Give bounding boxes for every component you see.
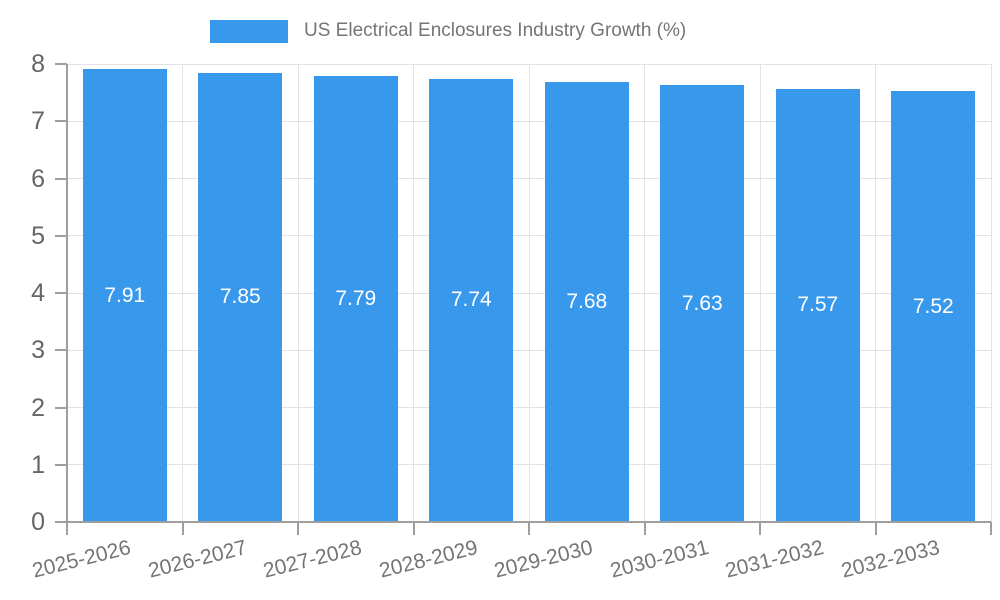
y-tick-label: 8 xyxy=(31,50,45,78)
y-tick xyxy=(55,177,67,180)
y-tick-label: 5 xyxy=(31,221,45,250)
bar[interactable] xyxy=(544,82,629,522)
bar[interactable] xyxy=(198,72,283,522)
bar-value-label: 7.85 xyxy=(219,285,261,309)
y-tick xyxy=(55,463,67,466)
y-tick xyxy=(55,406,67,409)
y-tick-label: 2 xyxy=(31,393,45,422)
y-tick xyxy=(55,521,67,523)
y-tick-label: 7 xyxy=(31,107,45,136)
x-tick xyxy=(181,522,184,535)
gridline-v xyxy=(528,64,530,522)
bar[interactable] xyxy=(775,88,860,522)
legend-swatch xyxy=(210,19,288,43)
x-category-label: 2026-2027 xyxy=(145,536,249,583)
x-category-label: 2031-2032 xyxy=(723,536,827,583)
bar-value-label: 7.79 xyxy=(335,287,377,310)
gridline-v xyxy=(759,64,761,522)
y-tick xyxy=(55,120,67,123)
y-tick-label: 6 xyxy=(31,164,45,193)
x-tick xyxy=(297,522,299,535)
x-category-label: 2027-2028 xyxy=(261,536,365,583)
x-category-label: 2025-2026 xyxy=(30,536,134,583)
bar-value-label: 7.57 xyxy=(797,293,839,317)
bar-value-label: 7.74 xyxy=(450,288,492,312)
legend-label: US Electrical Enclosures Industry Growth… xyxy=(304,20,687,41)
gridline-v xyxy=(297,64,299,522)
bar[interactable] xyxy=(891,91,976,522)
x-tick xyxy=(66,522,68,535)
bar[interactable] xyxy=(313,76,398,522)
x-tick xyxy=(528,522,530,535)
bar-value-label: 7.63 xyxy=(681,291,723,315)
gridline-v xyxy=(990,64,992,522)
gridline-v xyxy=(182,64,183,522)
x-tick xyxy=(990,522,992,535)
y-tick-label: 3 xyxy=(31,336,45,365)
y-axis-line xyxy=(66,64,68,524)
y-tick-label: 1 xyxy=(31,450,45,479)
y-tick xyxy=(55,292,67,294)
bar[interactable] xyxy=(82,69,167,522)
x-tick xyxy=(759,522,761,535)
gridline-v xyxy=(875,64,876,522)
bar-value-label: 7.91 xyxy=(104,283,146,307)
y-tick xyxy=(55,63,67,65)
bar[interactable] xyxy=(660,85,745,522)
bar-value-label: 7.68 xyxy=(566,290,608,314)
x-category-label: 2032-2033 xyxy=(838,536,942,583)
x-tick xyxy=(643,522,646,535)
chart-legend[interactable]: US Electrical Enclosures Industry Growth… xyxy=(210,19,686,43)
x-category-label: 2029-2030 xyxy=(492,536,596,583)
x-category-label: 2028-2029 xyxy=(376,536,480,583)
x-category-label: 2030-2031 xyxy=(607,536,711,583)
y-tick-label: 0 xyxy=(31,508,45,536)
x-tick xyxy=(412,522,415,535)
gridline-v xyxy=(644,64,645,522)
y-tick xyxy=(55,349,67,352)
y-tick xyxy=(55,234,67,237)
y-tick-label: 4 xyxy=(31,279,45,307)
x-tick xyxy=(874,522,877,535)
bar[interactable] xyxy=(429,78,514,522)
bar-value-label: 7.52 xyxy=(912,294,954,318)
gridline-v xyxy=(413,64,414,522)
